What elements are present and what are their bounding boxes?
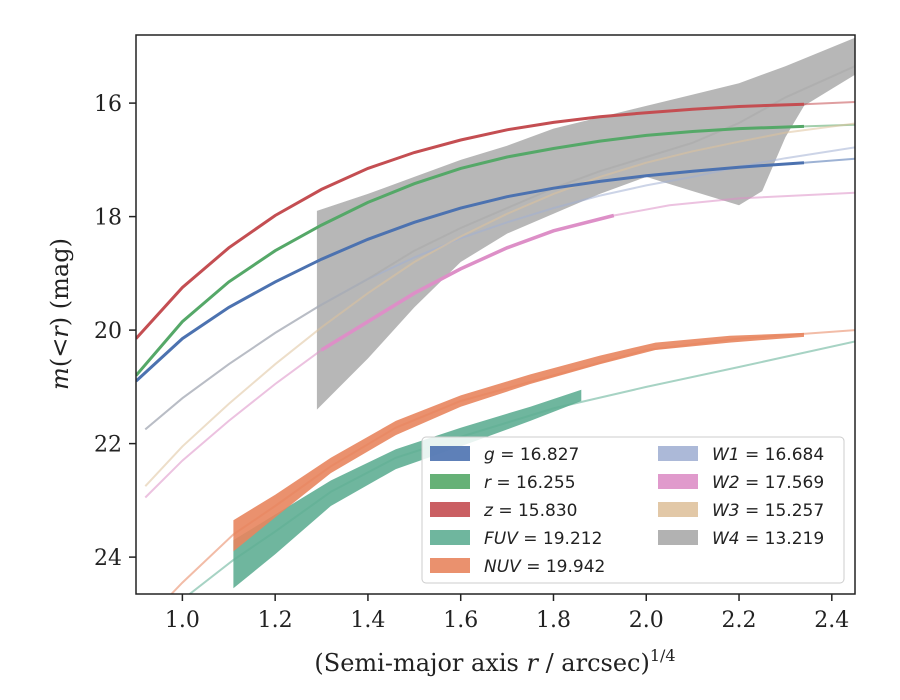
y-tick-label: 18: [94, 206, 122, 231]
legend-swatch-w1: [658, 446, 698, 461]
legend-label-w3: W3 = 15.257: [712, 501, 824, 521]
y-tick-label: 16: [94, 92, 122, 117]
legend-label-g: g = 16.827: [484, 445, 579, 465]
main-line-layer: [136, 102, 805, 383]
series-w3-extension-line: [144, 122, 855, 487]
plot-frame: [135, 34, 856, 595]
x-tick-label: 1.2: [258, 608, 293, 633]
legend-label-w1: W1 = 16.684: [712, 445, 824, 465]
x-tick-label: 1.4: [350, 608, 385, 633]
legend: g = 16.827 r = 16.255 z = 15.830 FUV = 19.2…: [421, 436, 845, 584]
series-r-line: [136, 124, 805, 377]
series-w2-line: [320, 213, 615, 352]
x-tick-label: 1.0: [165, 608, 200, 633]
legend-label-w2: W2 = 17.569: [712, 473, 824, 493]
y-tick-label: 20: [94, 319, 122, 344]
series-w4-extension-line: [144, 65, 855, 431]
legend-swatch-fuv: [430, 530, 470, 545]
legend-swatch-g: [430, 446, 470, 461]
series-z-extension-line: [803, 101, 855, 106]
legend-swatch-w3: [658, 502, 698, 517]
series-fuv-extension-line: [188, 340, 855, 594]
legend-box: [421, 436, 845, 584]
series-g-extension-line: [803, 157, 855, 164]
extension-line-layer: [144, 65, 855, 594]
series-nuv-extension-line: [170, 329, 855, 594]
legend-label-r: r = 16.255: [484, 473, 576, 493]
x-tick-label: 1.8: [536, 608, 571, 633]
series-g-line: [136, 161, 805, 383]
legend-swatch-w2: [658, 474, 698, 489]
legend-label-w4: W4 = 13.219: [712, 529, 824, 549]
x-tick-label: 2.2: [722, 608, 757, 633]
y-axis: 16 18 20 22 24: [94, 92, 136, 571]
legend-swatch-z: [430, 502, 470, 517]
legend-label-fuv: FUV = 19.212: [484, 529, 602, 549]
series-z-line: [136, 102, 805, 340]
x-tick-label: 2.4: [814, 608, 849, 633]
x-tick-label: 2.0: [629, 608, 664, 633]
legend-label-z: z = 15.830: [483, 501, 577, 521]
y-tick-label: 22: [94, 433, 122, 458]
y-tick-label: 24: [94, 546, 122, 571]
legend-swatch-nuv: [430, 558, 470, 573]
x-axis-label: (Semi-major axis r / arcsec)1/4: [314, 646, 675, 677]
x-axis: 1.0 1.2 1.4 1.6 1.8 2.0 2.2 2.4: [165, 594, 849, 633]
x-tick-label: 1.6: [443, 608, 478, 633]
y-axis-label: m(<r) (mag): [46, 238, 74, 390]
legend-label-nuv: NUV = 19.942: [484, 557, 605, 577]
legend-swatch-w4: [658, 530, 698, 545]
legend-swatch-r: [430, 474, 470, 489]
